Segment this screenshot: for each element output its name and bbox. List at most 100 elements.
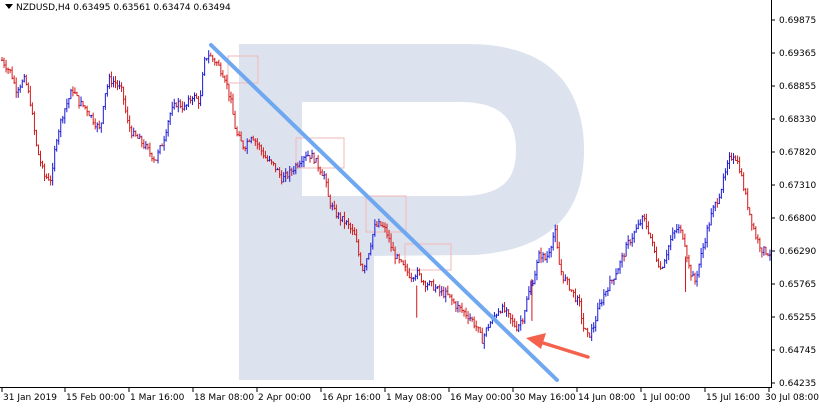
price-bar [80,96,83,107]
price-bar [65,98,68,113]
price-bar [225,74,228,90]
price-bar [313,152,316,165]
price-bar [535,259,538,281]
price-bar [152,156,155,163]
price-bar [309,154,312,163]
price-bar [552,232,555,251]
price-bar [625,241,628,257]
price-bar [564,274,567,282]
price-bar [420,273,423,283]
price-bar [629,239,632,246]
price-bar [718,193,721,205]
price-bar [96,122,99,133]
price-bar [641,215,644,230]
price-tick-label: 0.68855 [779,82,816,92]
price-bar [39,150,42,167]
price-bar [165,129,168,142]
price-bar [742,172,745,192]
price-bar [659,261,662,270]
price-bar [667,244,670,261]
price-bar [140,135,143,148]
highlight-rect-4 [404,243,452,271]
price-bar [116,80,119,91]
price-bar [738,156,741,174]
price-bar [400,259,403,263]
price-bar [517,323,520,333]
price-bar [580,298,583,325]
price-bar [59,118,62,138]
price-bar [136,133,139,139]
price-bar [511,314,514,327]
price-bar [373,219,376,237]
price-bar [21,79,24,88]
price-bar [495,313,498,319]
price-bar [471,316,474,322]
price-bar [533,270,536,285]
price-bar [367,253,370,260]
price-bar [223,75,226,83]
price-bar [126,106,129,124]
price-bar [86,105,89,117]
price-bar [349,222,352,234]
price-bar [69,88,72,100]
price-bar [424,280,427,293]
price-bar [167,120,170,137]
price-bar [173,98,176,110]
price-bar [752,222,755,230]
downtrend-line[interactable] [209,43,559,382]
price-bar [708,222,711,232]
price-bar [270,159,273,165]
price-bar [217,59,220,66]
price-bar [570,289,573,293]
price-bar [351,223,354,236]
price-bar [169,112,172,126]
price-bar [260,144,263,156]
price-bar [485,327,488,337]
price-bar [497,308,500,316]
price-bar [363,264,366,274]
price-bar [193,92,196,102]
price-bar [100,122,103,133]
price-bar [365,258,368,271]
time-tick-label: 18 Mar 08:00 [194,393,254,403]
price-bar [55,138,58,152]
price-bar [438,284,441,297]
price-bar [29,85,32,107]
price-bar [592,322,595,333]
price-bar [685,244,688,263]
price-bar [199,90,202,107]
price-bar [465,307,468,319]
price-bar [663,258,666,268]
price-bar [33,111,36,136]
price-bar [159,145,162,155]
price-bar [278,167,281,178]
price-bar [404,259,407,272]
dropdown-triangle-icon[interactable] [5,4,13,9]
price-bar [556,225,559,249]
price-bar [766,253,769,257]
price-bar [327,178,330,197]
price-bar [590,323,593,342]
price-bar [319,166,322,175]
price-bar [639,219,642,226]
price-bar [434,284,437,293]
price-bar [477,326,480,333]
price-bar [732,153,735,165]
price-tick-label: 0.65255 [779,313,816,323]
price-bar [215,61,218,67]
price-bar [242,140,245,150]
price-bar [78,95,81,109]
price-bar [144,141,147,150]
price-bar [53,145,56,172]
price-bar [505,307,508,317]
price-bar [240,131,243,142]
time-tick-label: 31 Jan 2019 [3,393,57,403]
price-bar [687,254,690,269]
price-bar [37,144,40,156]
price-bar [402,260,405,266]
price-tick-label: 0.64745 [779,346,816,356]
price-bar [694,272,697,285]
time-tick-label: 14 Jun 08:00 [578,393,635,403]
